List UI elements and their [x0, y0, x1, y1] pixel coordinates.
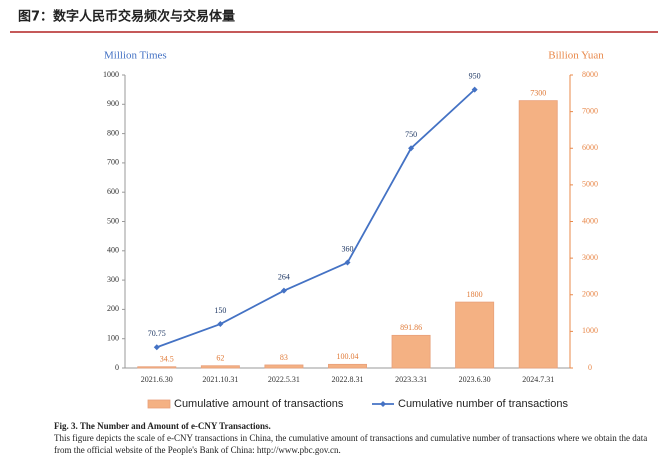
- y2-tick-label: 3000: [582, 253, 598, 262]
- bar-label: 34.5: [160, 355, 174, 364]
- bar: [518, 100, 558, 369]
- line-marker: [408, 145, 415, 152]
- x-tick-label: 2021.6.30: [141, 375, 173, 384]
- y-tick-label: 700: [107, 158, 119, 167]
- bar: [455, 301, 495, 369]
- y2-tick-label: 7000: [582, 106, 598, 115]
- bar: [391, 334, 431, 369]
- line-marker: [280, 287, 287, 294]
- x-tick-label: 2023.6.30: [459, 375, 491, 384]
- y-tick-label: 0: [115, 363, 119, 372]
- chart-title: 图7：数字人民币交易频次与交易体量: [18, 9, 235, 25]
- point-label: 70.75: [148, 329, 166, 338]
- legend-marker: [380, 401, 386, 407]
- y-tick-label: 500: [107, 216, 119, 225]
- bar: [137, 366, 177, 369]
- caption-text: This figure depicts the scale of e-CNY t…: [54, 433, 648, 455]
- legend-label: Cumulative number of transactions: [398, 398, 568, 410]
- bar-label: 100.04: [337, 352, 359, 361]
- point-label: 360: [342, 244, 354, 253]
- x-tick-label: 2021.10.31: [202, 375, 238, 384]
- y2-tick-label: 8000: [582, 70, 598, 79]
- y2-tick-label: 6000: [582, 143, 598, 152]
- y-tick-label: 200: [107, 304, 119, 313]
- point-label: 950: [469, 71, 481, 80]
- y-tick-label: 1000: [103, 70, 119, 79]
- y-tick-label: 800: [107, 128, 119, 137]
- bar-label: 83: [280, 353, 288, 362]
- y2-tick-label: 2000: [582, 290, 598, 299]
- y-tick-label: 300: [107, 275, 119, 284]
- x-tick-label: 2022.8.31: [332, 375, 364, 384]
- legend-label: Cumulative amount of transactions: [174, 398, 344, 410]
- point-label: 150: [214, 306, 226, 315]
- bar: [264, 364, 304, 369]
- line: [156, 88, 476, 349]
- y2-axis-label: Billion Yuan: [548, 50, 604, 62]
- point-label: 264: [278, 272, 290, 281]
- line-marker: [344, 259, 351, 266]
- bar: [200, 365, 240, 369]
- x-tick-label: 2024.7.31: [522, 375, 554, 384]
- point-label: 750: [405, 130, 417, 139]
- caption-heading: Fig. 3. The Number and Amount of e-CNY T…: [54, 421, 271, 431]
- y-axis-label: Million Times: [104, 50, 167, 62]
- line-marker: [217, 321, 224, 328]
- y-tick-label: 100: [107, 334, 119, 343]
- y2-tick-label: 5000: [582, 180, 598, 189]
- y-tick-label: 600: [107, 187, 119, 196]
- bar: [328, 363, 367, 369]
- line-marker: [153, 344, 160, 351]
- y2-tick-label: 4000: [582, 216, 598, 225]
- bar-label: 7300: [530, 88, 546, 97]
- y-tick-label: 900: [107, 99, 119, 108]
- y-tick-label: 400: [107, 246, 119, 255]
- bar-label: 62: [216, 354, 224, 363]
- chart: 图7：数字人民币交易频次与交易体量 Million Times Billion …: [10, 9, 658, 410]
- x-tick-label: 2022.5.31: [268, 375, 300, 384]
- y2-tick-label: 1000: [582, 326, 598, 335]
- bar-label: 1800: [467, 290, 483, 299]
- line-marker: [471, 86, 478, 93]
- x-tick-label: 2023.3.31: [395, 375, 427, 384]
- legend-swatch: [147, 399, 171, 409]
- y2-tick-label: 0: [588, 363, 592, 372]
- bar-label: 891.86: [400, 323, 422, 332]
